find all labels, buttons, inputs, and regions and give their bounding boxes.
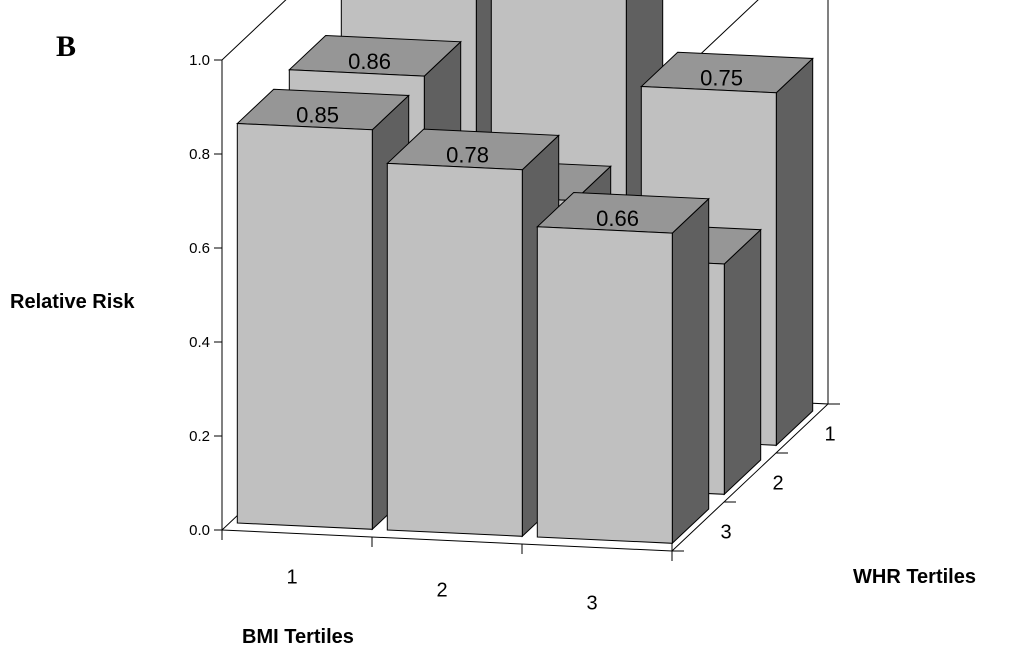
bar-front-face bbox=[236, 122, 373, 530]
y-axis-title: Relative Risk bbox=[10, 291, 135, 313]
bars: 1.00 (ref)0.980.750.860.610.490.850.780.… bbox=[236, 0, 814, 545]
bar-data-label: 0.66 bbox=[596, 206, 639, 231]
x-category-label: 3 bbox=[586, 593, 597, 615]
bar-front-face bbox=[386, 162, 523, 537]
bar: 0.85 bbox=[236, 88, 410, 531]
wall-top-edge bbox=[221, 0, 287, 61]
x-category-label: 1 bbox=[286, 567, 297, 589]
bar-side-face bbox=[671, 197, 710, 545]
bar-data-label: 0.78 bbox=[446, 143, 489, 168]
y-tick-label: 0.4 bbox=[189, 334, 210, 351]
y-tick-label: 0.0 bbox=[189, 522, 210, 539]
bar-side-face bbox=[723, 228, 762, 496]
x-category-label: 2 bbox=[436, 580, 447, 602]
y-tick-label: 0.6 bbox=[189, 240, 210, 257]
bar: 0.78 bbox=[386, 128, 560, 538]
bar: 0.66 bbox=[536, 191, 710, 545]
y-tick-label: 0.8 bbox=[189, 146, 210, 163]
x-axis-title: BMI Tertiles bbox=[242, 626, 354, 648]
axes: 0.0 0.2 0.4 0.6 0.8 1.0 1 2 3 1 2 3 bbox=[189, 52, 840, 615]
y-tick-label: 0.2 bbox=[189, 428, 210, 445]
y-tick-label: 1.0 bbox=[189, 52, 210, 69]
bar-data-label: 0.85 bbox=[296, 103, 339, 128]
z-category-label: 2 bbox=[772, 473, 783, 495]
z-category-label: 3 bbox=[720, 522, 731, 544]
bar-side-face bbox=[775, 57, 814, 447]
bar-data-label: 0.86 bbox=[348, 49, 391, 74]
panel-label: B bbox=[56, 30, 76, 63]
z-category-label: 1 bbox=[824, 424, 835, 446]
bar-front-face bbox=[536, 226, 673, 544]
bar-data-label: 0.75 bbox=[700, 66, 743, 91]
z-axis-title: WHR Tertiles bbox=[853, 566, 976, 588]
